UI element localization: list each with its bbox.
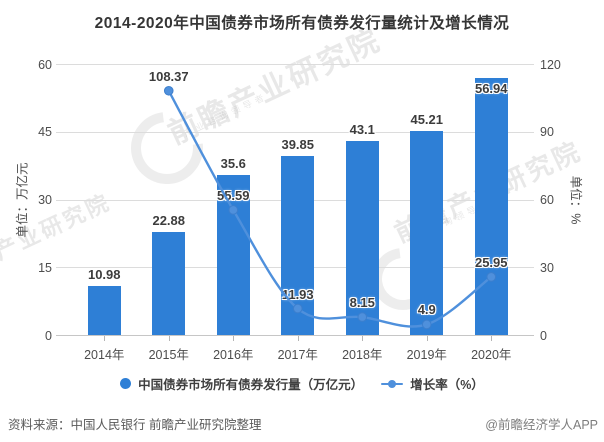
y-axis-tick-left: 30 (38, 193, 52, 207)
bar-value-label: 22.88 (152, 213, 186, 229)
y-axis-tick-right: 0 (540, 328, 547, 343)
y-axis-tick-right: 30 (540, 260, 554, 275)
y-axis-tick-right: 90 (540, 125, 554, 140)
line-value-label: 25.95 (474, 254, 508, 270)
y-axis-tick-left: 60 (38, 57, 52, 72)
x-axis-tick (426, 335, 428, 341)
bar-2014年 (87, 285, 121, 336)
x-axis-tick (168, 335, 170, 341)
x-axis-tick (491, 335, 493, 341)
x-axis-label: 2015年 (148, 348, 189, 362)
bar-2020年 (474, 78, 508, 336)
bar-2015年 (152, 232, 186, 336)
bar-series-marker-icon (120, 378, 132, 389)
line-value-label: 4.9 (417, 302, 436, 318)
bar-2017年 (281, 155, 315, 336)
line-value-label: 108.37 (148, 68, 189, 84)
x-axis-label: 2019年 (406, 348, 447, 362)
bar-value-label: 35.6 (220, 155, 246, 171)
data-source-note: 资料来源：中国人民银行 前瞻产业研究院整理 (8, 418, 262, 432)
gridline (56, 131, 534, 133)
y-axis-tick-right: 120 (540, 57, 561, 72)
y-axis-tick-right: 60 (540, 193, 554, 207)
bar-value-label: 39.85 (281, 136, 315, 152)
x-axis-line (56, 335, 534, 336)
x-axis-label: 2018年 (342, 348, 383, 362)
x-axis-label: 2016年 (213, 348, 254, 362)
app-credit: @前瞻经济学人APP (485, 418, 598, 432)
bar-value-label: 10.98 (87, 266, 121, 282)
x-axis-label: 2020年 (471, 348, 512, 362)
legend-item-bond-issuance: 中国债券市场所有债券发行量（万亿元） (120, 374, 363, 393)
y-axis-tick-left: 0 (45, 328, 52, 343)
x-axis-tick (104, 335, 106, 341)
chart-title: 2014-2020年中国债券市场所有债券发行量统计及增长情况 (94, 15, 510, 32)
x-axis-tick (362, 335, 364, 341)
gridline (56, 64, 534, 65)
legend-item-growth-rate: 增长率（%） (381, 374, 484, 393)
legend-label: 中国债券市场所有债券发行量（万亿元） (138, 378, 364, 392)
x-axis-label: 2017年 (277, 348, 318, 362)
line-series-marker-icon (381, 379, 404, 389)
x-axis-tick (233, 335, 235, 341)
y-axis-tick-left: 15 (38, 260, 52, 275)
legend: 中国债券市场所有债券发行量（万亿元） 增长率（%） (0, 374, 604, 393)
x-axis-label: 2014年 (84, 348, 125, 362)
legend-label: 增长率（%） (410, 378, 484, 392)
line-point (163, 85, 174, 96)
bar-value-label: 56.94 (474, 81, 508, 97)
y-axis-tick-left: 45 (38, 125, 52, 140)
x-axis-tick (297, 335, 299, 341)
bar-value-label: 45.21 (410, 112, 444, 128)
line-value-label: 55.59 (216, 187, 250, 203)
